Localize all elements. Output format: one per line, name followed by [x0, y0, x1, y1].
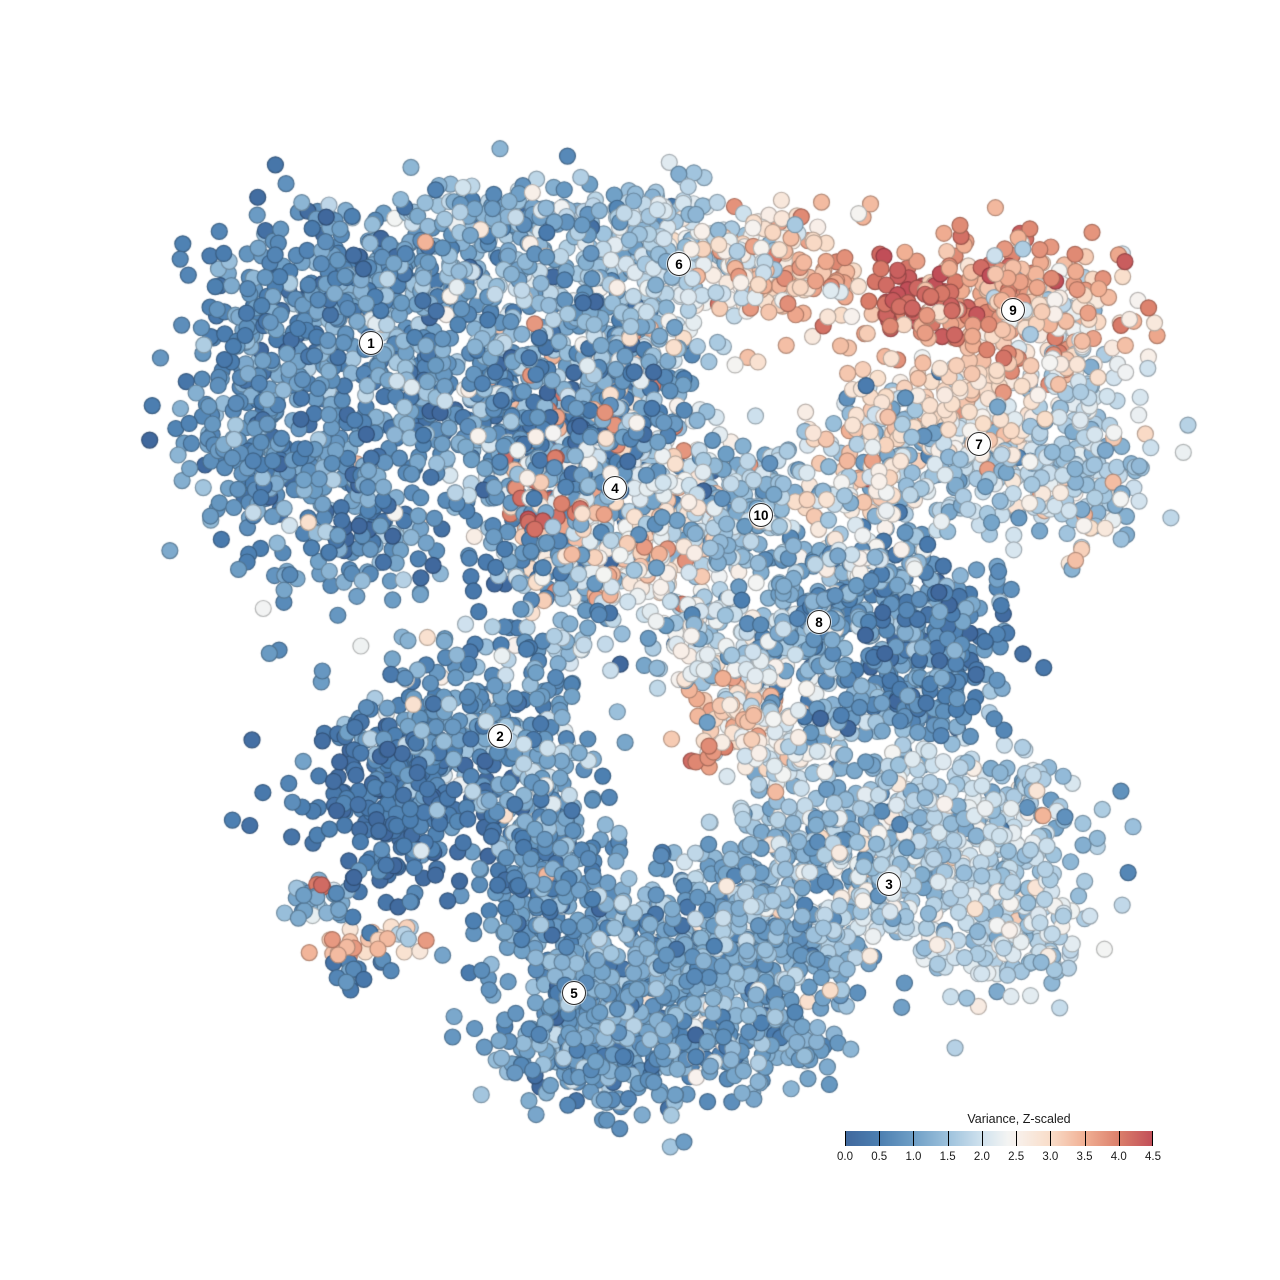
cluster-label-10: 10: [749, 503, 773, 527]
colorbar-tick: [879, 1131, 881, 1146]
cluster-label-7: 7: [967, 432, 991, 456]
colorbar-tick-label: 4.0: [1110, 1151, 1127, 1163]
colorbar-tick-label: 4.5: [1145, 1151, 1161, 1163]
colorbar-tick: [1084, 1131, 1086, 1146]
cluster-label-3: 3: [877, 872, 901, 896]
colorbar-tick-label: 2.0: [973, 1151, 990, 1163]
cluster-label-9: 9: [1001, 298, 1025, 322]
colorbar-tick: [913, 1131, 915, 1146]
cluster-label-8: 8: [807, 610, 831, 634]
cluster-label-1: 1: [359, 331, 383, 355]
cluster-label-4: 4: [603, 476, 627, 500]
colorbar-tick: [845, 1131, 846, 1146]
colorbar-tick-label: 1.5: [939, 1151, 956, 1163]
colorbar-tick-label: 2.5: [1008, 1151, 1025, 1163]
colorbar-tick-label: 1.0: [905, 1151, 922, 1163]
colorbar-tick: [1016, 1131, 1018, 1146]
cluster-label-2: 2: [488, 724, 512, 748]
colorbar-tick: [947, 1131, 949, 1146]
colorbar-tick: [1152, 1131, 1153, 1146]
colorbar-tick: [1118, 1131, 1120, 1146]
colorbar-legend: Variance, Z-scaled 0.0 0.5 1.0 1.5 2.0 2.5 3.0…: [837, 1112, 1161, 1165]
colorbar-tick-label: 0.0: [837, 1151, 853, 1163]
colorbar-tick-label: 3.0: [1042, 1151, 1059, 1163]
colorbar-gradient: [845, 1131, 1153, 1146]
cluster-label-6: 6: [667, 252, 691, 276]
colorbar-title: Variance, Z-scaled: [967, 1112, 1071, 1126]
cluster-label-5: 5: [562, 981, 586, 1005]
colorbar-tick: [981, 1131, 983, 1146]
colorbar-tick-label: 0.5: [871, 1151, 888, 1163]
colorbar-tick-label: 3.5: [1076, 1151, 1093, 1163]
colorbar-tick-labels: 0.0 0.5 1.0 1.5 2.0 2.5 3.0 3.5 4.0 4.5: [837, 1151, 1161, 1165]
colorbar-tick: [1050, 1131, 1052, 1146]
